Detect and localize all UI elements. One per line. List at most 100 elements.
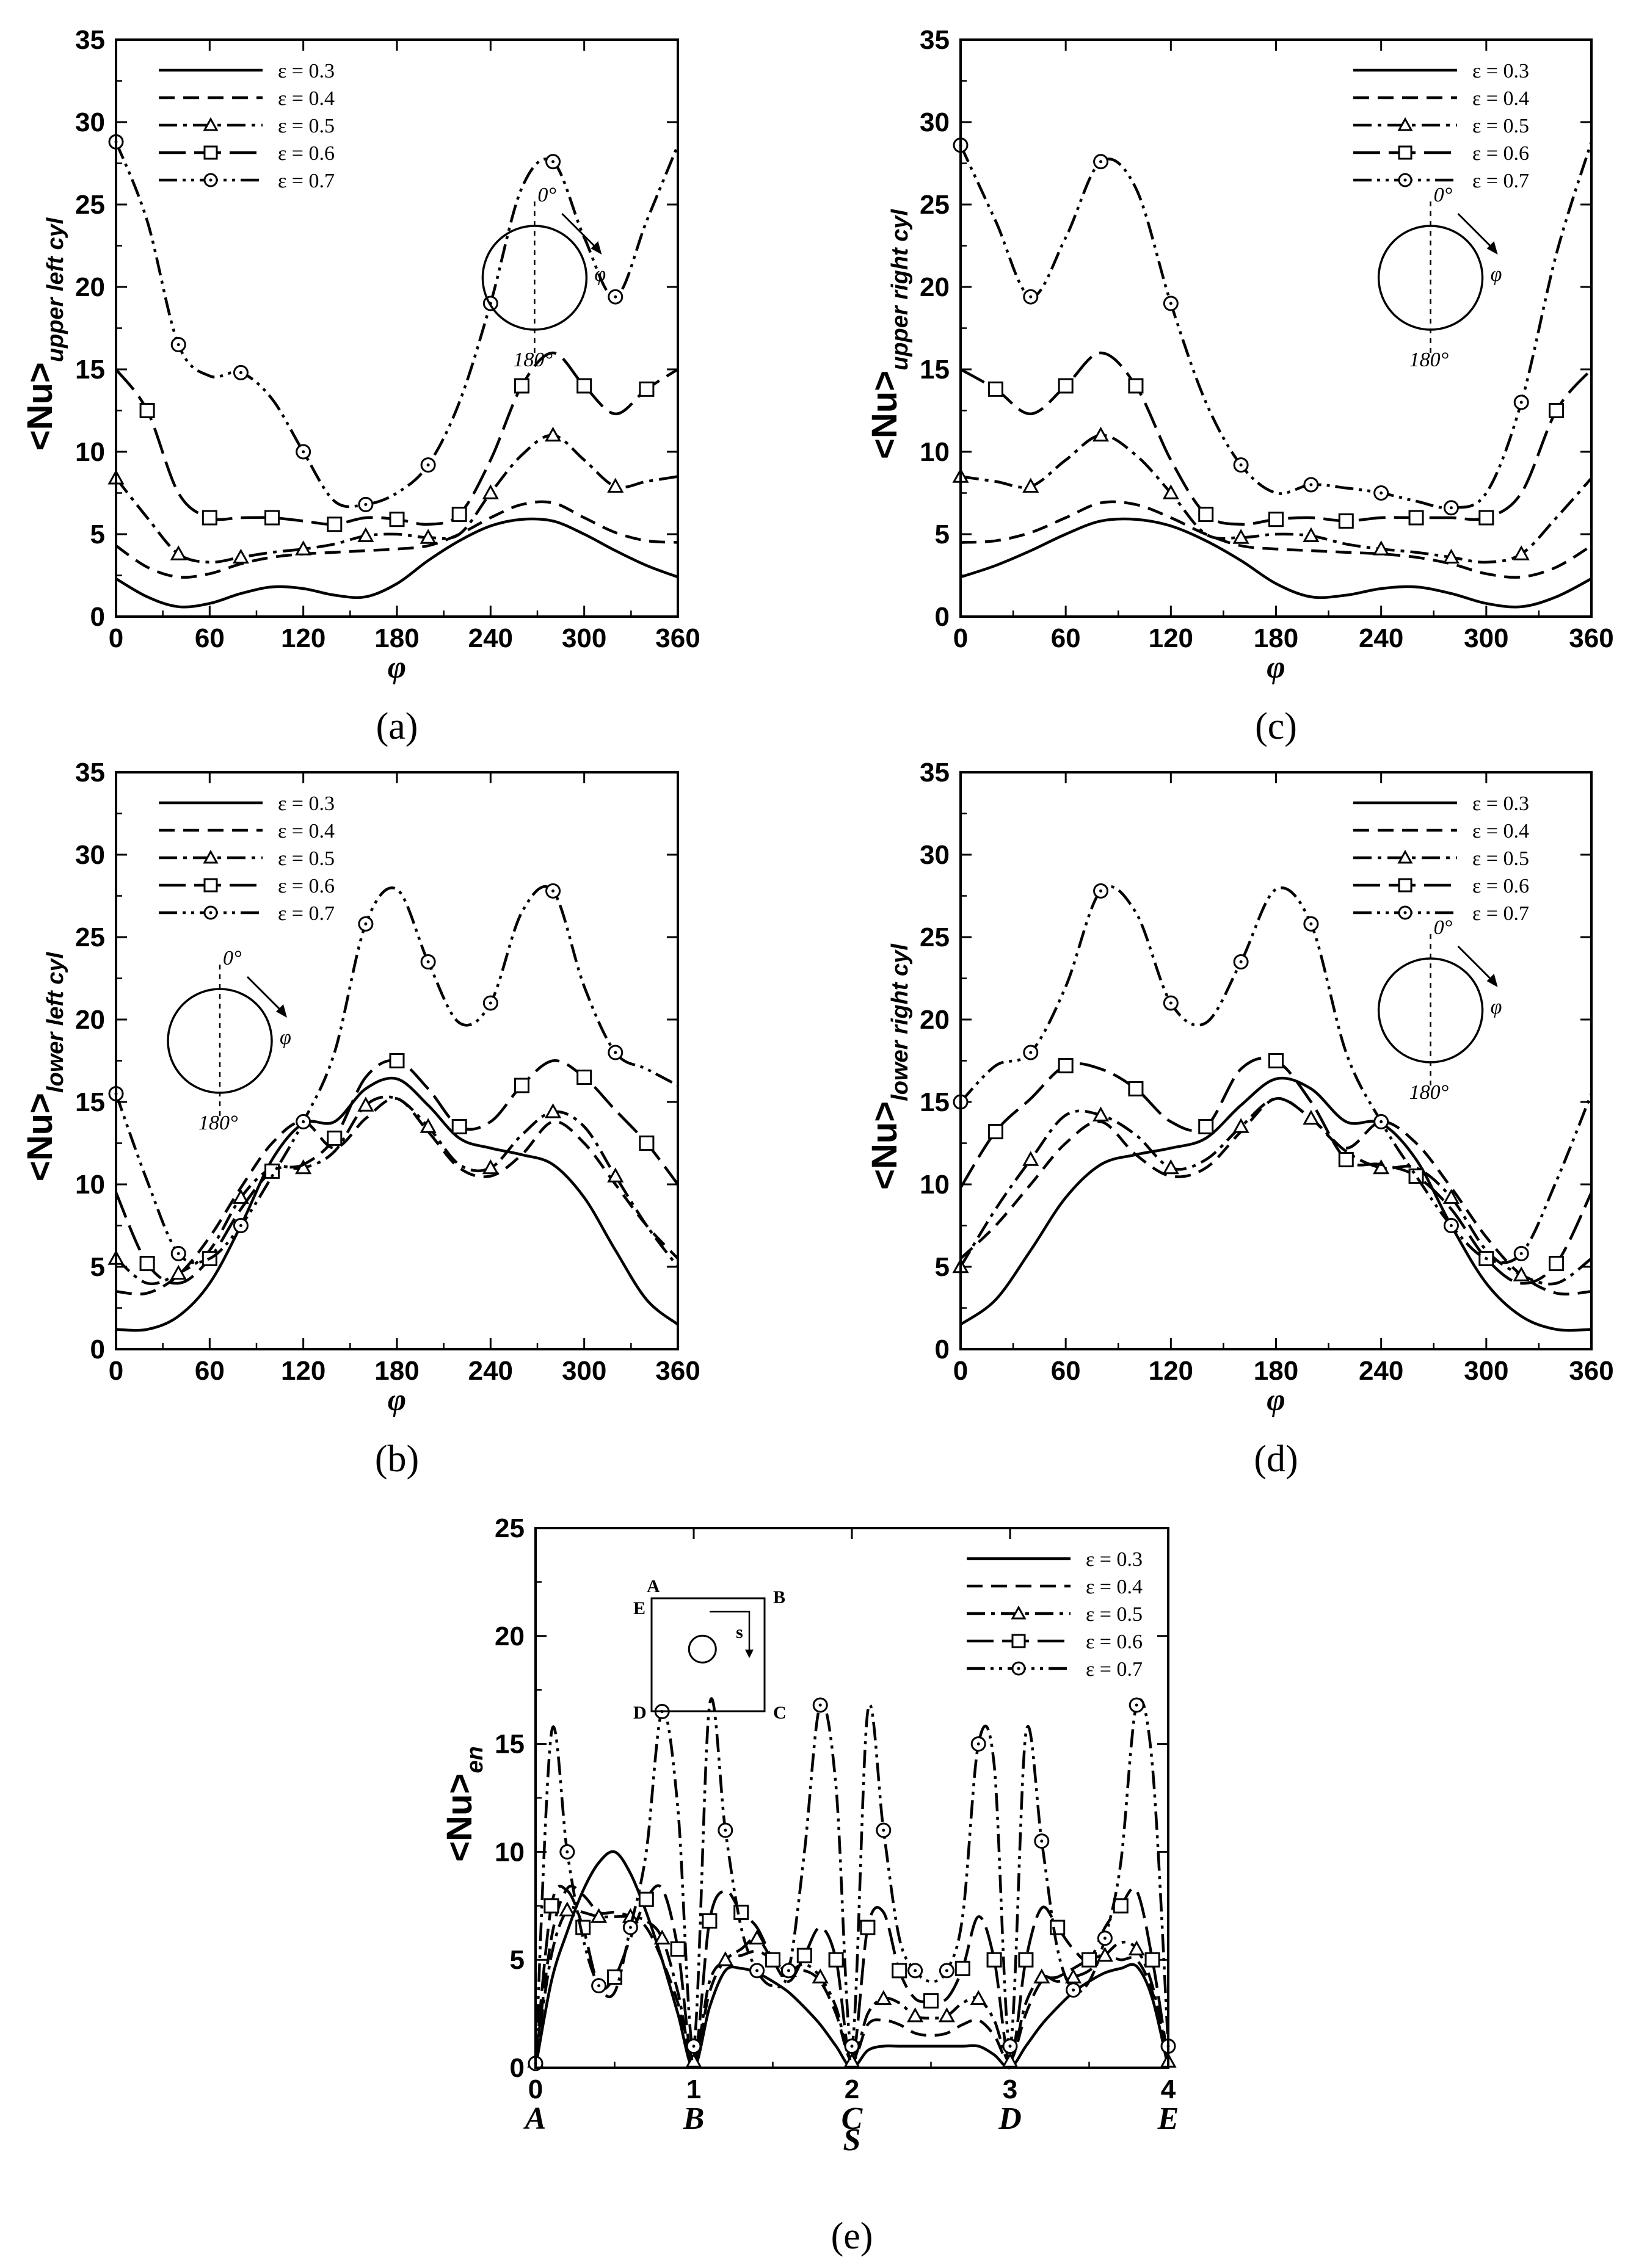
y-tick-label: 25 xyxy=(75,922,105,952)
data-point-marker xyxy=(482,1159,499,1175)
y-tick-label: 10 xyxy=(920,437,950,467)
cylinder-inset: 0° 180° φ xyxy=(1377,184,1502,371)
legend-label: ε = 0.6 xyxy=(278,142,335,165)
data-point-marker xyxy=(765,1952,780,1968)
y-tick-label: 0 xyxy=(510,2053,525,2083)
data-point-marker xyxy=(860,1919,876,1935)
series-line-3 xyxy=(959,1097,1593,1286)
series-line-1 xyxy=(115,517,678,609)
data-point-marker xyxy=(170,1264,187,1280)
data-point-marker xyxy=(1092,1106,1110,1121)
legend-label: ε = 0.7 xyxy=(1086,1658,1143,1681)
series-line-4 xyxy=(115,351,679,526)
x-axis-label: φ xyxy=(1267,650,1285,685)
y-tick-label: 20 xyxy=(495,1621,525,1651)
data-point-marker xyxy=(232,1189,249,1204)
inset-angle-bottom: 180° xyxy=(198,1112,238,1134)
x-axis-label: φ xyxy=(388,650,406,685)
data-point-marker xyxy=(264,1163,280,1179)
arrow-head xyxy=(1486,974,1498,987)
data-point-marker xyxy=(1513,545,1530,560)
x-tick-label: 60 xyxy=(1051,623,1081,653)
x-tick-label: 0 xyxy=(953,1356,968,1386)
data-point-marker xyxy=(954,1960,970,1976)
data-point-marker xyxy=(653,1929,671,1945)
x-tick-label: 240 xyxy=(468,1356,513,1386)
inset-angle-top: 0° xyxy=(1434,916,1453,939)
x-tick-label: 360 xyxy=(1569,1356,1613,1386)
arrow-head xyxy=(1486,241,1498,255)
y-tick-label: 15 xyxy=(75,1087,105,1117)
enclosure-inset: A B C D Es xyxy=(633,1576,787,1723)
legend-marker xyxy=(1398,145,1412,160)
x-tick-label: 60 xyxy=(195,1356,225,1386)
data-point-marker xyxy=(389,512,405,527)
data-point-marker xyxy=(1018,1952,1034,1968)
data-point-marker xyxy=(749,1929,766,1945)
y-tick-label: 35 xyxy=(920,758,950,788)
data-point-marker xyxy=(639,1136,655,1151)
data-point-marker xyxy=(717,1951,734,1966)
data-point-marker xyxy=(1162,1159,1179,1175)
data-point-marker xyxy=(451,507,467,523)
data-point-marker xyxy=(357,1096,374,1112)
data-point-marker xyxy=(545,1103,562,1118)
x-tick-label: 300 xyxy=(1464,623,1508,653)
data-point-marker xyxy=(545,426,562,442)
series-line-2 xyxy=(959,1097,1592,1295)
direction-arrow xyxy=(246,976,285,1015)
data-point-marker xyxy=(1033,1968,1050,1984)
legend-label: ε = 0.3 xyxy=(1472,60,1529,82)
x-tick-label: 180 xyxy=(1254,623,1298,653)
y-tick-label: 20 xyxy=(920,1005,950,1035)
data-point-marker xyxy=(1162,484,1179,499)
data-point-marker xyxy=(559,1901,576,1917)
legend: ε = 0.3 ε = 0.4 ε = 0.5 ε = 0.6 ε = 0.7 xyxy=(159,60,335,192)
data-point-marker xyxy=(451,1119,467,1134)
arrow-head xyxy=(591,241,602,255)
y-tick-label: 35 xyxy=(920,25,950,55)
series-line-1 xyxy=(960,517,1593,609)
data-point-marker xyxy=(544,1898,559,1914)
data-point-marker xyxy=(812,1968,829,1984)
series-line-5 xyxy=(959,141,1593,510)
inset-direction-label: φ xyxy=(594,263,606,286)
legend-label: ε = 0.3 xyxy=(278,792,335,815)
cylinder-inset: 0° 180° φ xyxy=(1377,916,1502,1104)
data-point-marker xyxy=(1198,1119,1214,1134)
legend-marker xyxy=(203,117,219,131)
data-point-marker xyxy=(591,1908,608,1923)
data-point-marker xyxy=(670,1941,686,1957)
plot-area xyxy=(534,1527,1169,2069)
x-tick-label: 180 xyxy=(1254,1356,1298,1386)
y-tick-label: 15 xyxy=(920,1087,950,1117)
data-point-marker xyxy=(1022,1151,1039,1166)
legend-label: ε = 0.6 xyxy=(278,875,335,897)
data-point-marker xyxy=(1022,477,1039,493)
data-point-marker xyxy=(1232,529,1249,544)
data-point-marker xyxy=(389,1053,405,1068)
legend: ε = 0.3 ε = 0.4 ε = 0.5 ε = 0.6 ε = 0.7 xyxy=(1353,792,1529,925)
data-point-marker xyxy=(1050,1919,1066,1935)
inset-angle-top: 0° xyxy=(223,947,242,969)
data-point-marker xyxy=(987,1124,1003,1140)
series-line-1 xyxy=(959,1076,1592,1332)
x-tick-label: 360 xyxy=(655,623,700,653)
data-point-marker xyxy=(702,1913,718,1929)
y-tick-label: 5 xyxy=(510,1945,525,1975)
panel-caption: (d) xyxy=(1254,1438,1298,1480)
y-tick-label: 30 xyxy=(75,840,105,870)
legend-label: ε = 0.7 xyxy=(1472,170,1529,192)
cylinder-inset: 0° 180° φ xyxy=(167,947,291,1134)
legend: ε = 0.3 ε = 0.4 ε = 0.5 ε = 0.6 ε = 0.7 xyxy=(159,792,335,925)
y-tick-label: 35 xyxy=(75,758,105,788)
y-tick-label: 0 xyxy=(90,1335,105,1364)
corner-label-C: C xyxy=(773,1703,787,1723)
y-axis-label: <Nu>upper right cyl xyxy=(865,209,913,459)
data-point-marker xyxy=(202,510,217,526)
data-point-marker xyxy=(875,1990,892,2005)
data-point-marker xyxy=(576,378,592,394)
y-tick-label: 10 xyxy=(495,1837,525,1867)
